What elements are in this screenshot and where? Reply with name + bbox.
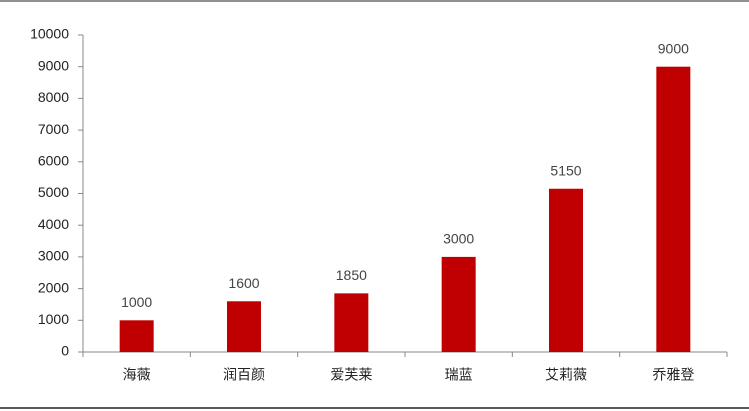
y-tick-label: 5000 bbox=[38, 184, 69, 200]
value-label: 1600 bbox=[228, 275, 259, 291]
x-tick-label: 海薇 bbox=[123, 367, 151, 383]
y-tick-label: 8000 bbox=[38, 89, 69, 105]
y-tick-label: 10000 bbox=[30, 26, 69, 42]
y-tick-label: 7000 bbox=[38, 121, 69, 137]
x-tick-label: 艾莉薇 bbox=[545, 367, 587, 383]
y-tick-label: 0 bbox=[61, 343, 69, 359]
bar bbox=[441, 256, 476, 352]
value-label: 1850 bbox=[336, 267, 367, 283]
y-tick-label: 9000 bbox=[38, 57, 69, 73]
y-tick-label: 1000 bbox=[38, 311, 69, 327]
value-label: 9000 bbox=[658, 40, 689, 56]
value-label: 3000 bbox=[443, 231, 474, 247]
y-tick-label: 3000 bbox=[38, 248, 69, 264]
bar bbox=[119, 320, 154, 352]
y-tick-label: 2000 bbox=[38, 279, 69, 295]
y-tick-label: 6000 bbox=[38, 153, 69, 169]
x-tick-label: 乔雅登 bbox=[652, 367, 694, 383]
value-label: 5150 bbox=[550, 162, 581, 178]
bar bbox=[227, 301, 261, 352]
x-tick-label: 润百颜 bbox=[223, 367, 265, 383]
value-label: 1000 bbox=[121, 294, 152, 310]
bar bbox=[334, 293, 369, 352]
bar bbox=[549, 188, 583, 352]
bar bbox=[656, 66, 691, 352]
x-tick-label: 爱芙莱 bbox=[330, 367, 372, 383]
y-tick-label: 4000 bbox=[38, 216, 69, 232]
x-tick-label: 瑞蓝 bbox=[445, 367, 473, 383]
